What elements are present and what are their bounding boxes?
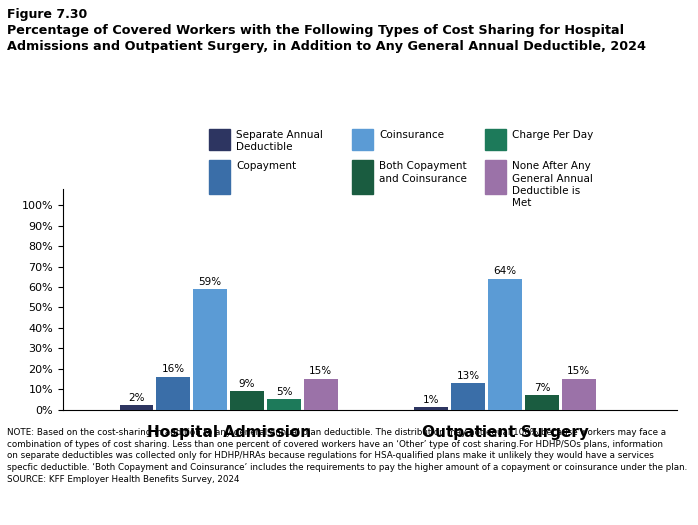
Text: Copayment: Copayment [236,161,296,171]
Text: 15%: 15% [309,366,332,376]
Text: 16%: 16% [162,364,185,374]
Bar [562,379,595,410]
Text: Figure 7.30: Figure 7.30 [7,8,87,21]
Text: 9%: 9% [239,379,255,388]
Text: Charge Per Day: Charge Per Day [512,130,593,140]
Text: 2%: 2% [128,393,144,403]
Text: 1%: 1% [423,395,440,405]
Text: 64%: 64% [493,266,517,276]
Bar [304,379,338,410]
Text: None After Any
General Annual
Deductible is
Met: None After Any General Annual Deductible… [512,161,593,208]
Bar [230,391,264,410]
Text: Both Copayment
and Coinsurance: Both Copayment and Coinsurance [379,161,467,184]
Text: 7%: 7% [534,383,550,393]
Bar [452,383,485,410]
Text: 15%: 15% [567,366,591,376]
Text: 13%: 13% [456,371,480,381]
Bar [488,279,522,410]
Text: Coinsurance: Coinsurance [379,130,444,140]
Bar [415,407,448,410]
Bar [193,289,227,410]
Bar [119,405,154,410]
Bar [267,400,301,410]
Bar [156,377,191,410]
Bar [525,395,559,410]
Text: NOTE: Based on the cost-sharing in addition to any general annual plan deductibl: NOTE: Based on the cost-sharing in addit… [7,428,688,484]
Text: Percentage of Covered Workers with the Following Types of Cost Sharing for Hospi: Percentage of Covered Workers with the F… [7,24,646,53]
Text: 5%: 5% [276,387,292,397]
Text: Separate Annual
Deductible: Separate Annual Deductible [236,130,322,152]
Text: 59%: 59% [199,277,222,287]
